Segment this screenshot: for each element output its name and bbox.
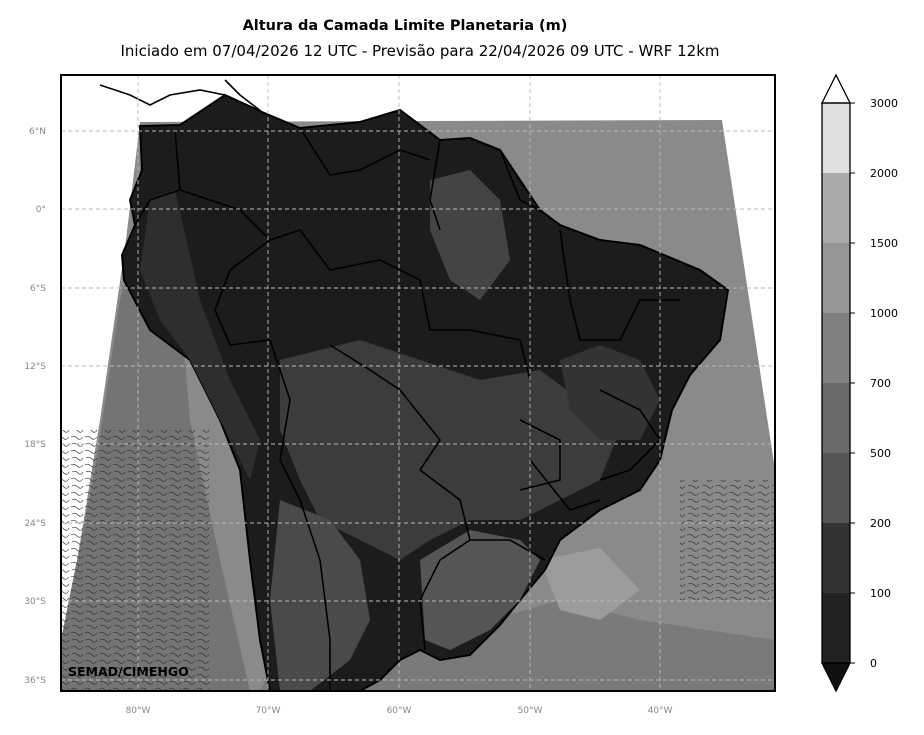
lon-tick: 80°W xyxy=(126,706,151,716)
colorbar-segment xyxy=(822,313,850,383)
lon-tick-labels: 80°W 70°W 60°W 50°W 40°W xyxy=(126,706,673,716)
ocean-patch-atlantic xyxy=(540,548,640,620)
lat-tick: 36°S xyxy=(24,676,46,686)
colorbar-extend-bottom xyxy=(820,662,852,693)
lat-tick: 0° xyxy=(36,205,46,215)
texture-pacific xyxy=(61,430,211,690)
lat-tick: 6°S xyxy=(30,284,46,294)
colorbar-tick-label: 2000 xyxy=(870,167,898,180)
colorbar-segment xyxy=(822,453,850,523)
lon-tick: 70°W xyxy=(256,706,281,716)
lat-tick-labels: 6°N 0° 6°S 12°S 18°S 24°S 30°S 36°S xyxy=(24,127,46,686)
colorbar-tick-label: 200 xyxy=(870,517,891,530)
colorbar-tick-label: 0 xyxy=(870,657,877,670)
lat-tick: 18°S xyxy=(24,440,46,450)
land-region-central xyxy=(280,340,620,560)
colorbar-tick-label: 3000 xyxy=(870,97,898,110)
colorbar-extend-top xyxy=(820,73,852,104)
graticule xyxy=(61,75,775,691)
map-field: SEMAD/CIMEHGO xyxy=(61,75,775,691)
colorbar-segments xyxy=(822,103,850,663)
credit-label: SEMAD/CIMEHGO xyxy=(68,664,189,679)
political-borders xyxy=(99,79,680,691)
map-frame xyxy=(60,74,776,692)
colorbar-segment xyxy=(822,173,850,243)
colorbar-ticks: 0 100 200 500 700 1000 1500 2000 3000 xyxy=(850,97,898,670)
map-subtitle: Iniciado em 07/04/2026 12 UTC - Previsão… xyxy=(120,42,720,60)
lat-tick: 6°N xyxy=(29,127,46,137)
lon-tick: 40°W xyxy=(648,706,673,716)
colorbar-tick-label: 700 xyxy=(870,377,891,390)
lat-tick: 30°S xyxy=(24,597,46,607)
map-title: Altura da Camada Limite Planetaria (m) xyxy=(242,18,568,34)
colorbar-segment xyxy=(822,523,850,593)
colorbar-segment xyxy=(822,103,850,173)
land-region-south xyxy=(420,530,540,650)
colorbar-tick-label: 1000 xyxy=(870,307,898,320)
land-region-patagonia xyxy=(270,500,370,691)
colorbar: 0 100 200 500 700 1000 1500 2000 3000 xyxy=(820,73,898,693)
land-region-northeast xyxy=(560,345,660,440)
colorbar-segment xyxy=(822,243,850,313)
lat-tick: 12°S xyxy=(24,362,46,372)
colorbar-tick-label: 1500 xyxy=(870,237,898,250)
colorbar-tick-label: 100 xyxy=(870,587,891,600)
colorbar-tick-label: 500 xyxy=(870,447,891,460)
colorbar-segment xyxy=(822,383,850,453)
land-region-andes xyxy=(140,190,260,480)
lon-tick: 60°W xyxy=(387,706,412,716)
lat-tick: 24°S xyxy=(24,519,46,529)
colorbar-segment xyxy=(822,593,850,663)
texture-atlantic xyxy=(680,480,775,600)
land-region-amazon-light xyxy=(430,170,510,300)
lon-tick: 50°W xyxy=(518,706,543,716)
